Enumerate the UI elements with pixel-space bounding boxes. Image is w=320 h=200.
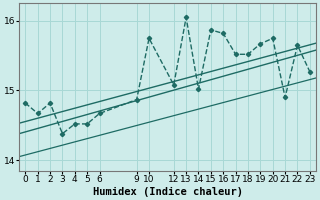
X-axis label: Humidex (Indice chaleur): Humidex (Indice chaleur) xyxy=(92,186,243,197)
